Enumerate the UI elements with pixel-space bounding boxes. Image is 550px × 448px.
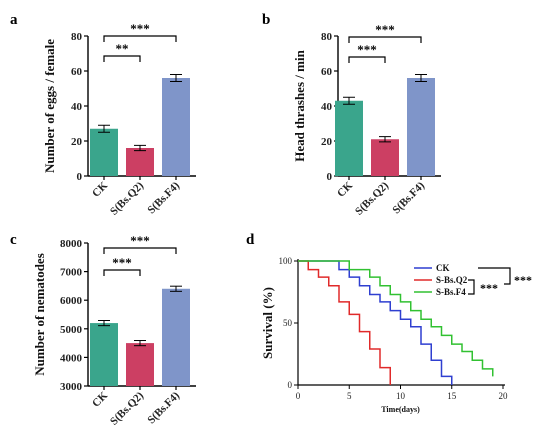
x-tick-label: S(Bs.Q2): [108, 179, 146, 217]
panel-d: d 0 50 100 0 5 10 15 20 Survival (%) Time(days) CK S…: [246, 232, 532, 414]
y-tick-label: 40: [321, 101, 333, 113]
y-tick-label: 8000: [60, 238, 83, 250]
significance-label: ***: [112, 255, 132, 270]
bar-3: [162, 288, 190, 386]
significance-label: ***: [130, 233, 150, 248]
y-tick-label: 0: [327, 171, 333, 183]
significance-label: ***: [514, 273, 532, 287]
significance-bracket: [348, 56, 386, 63]
legend-label: CK: [436, 263, 450, 273]
survival-curve-2: [298, 260, 391, 385]
x-tick-label: 5: [347, 391, 352, 401]
y-tick-label: 0: [77, 171, 83, 183]
significance-bracket: [103, 247, 177, 254]
significance-label: ***: [357, 42, 377, 57]
significance-bracket: [103, 269, 141, 276]
y-axis-label: Head thrashes / min: [292, 49, 307, 161]
x-tick-label: S(Bs.Q2): [108, 389, 146, 427]
y-axis-label: Number of nematodes: [32, 253, 47, 376]
x-tick-label: S(Bs.F4): [145, 179, 182, 216]
y-tick-label: 7000: [60, 267, 83, 279]
y-tick-label: 3000: [60, 381, 83, 393]
x-axis-label: Time(days): [381, 405, 420, 414]
x-tick-label: CK: [335, 179, 355, 199]
x-tick-label: 20: [499, 391, 509, 401]
bar-1: [90, 128, 118, 176]
y-tick-label: 100: [279, 256, 293, 266]
y-tick-label: 60: [71, 66, 83, 78]
x-tick-label: 0: [296, 391, 301, 401]
significance-bracket: [348, 36, 422, 43]
x-tick-label: 15: [447, 391, 457, 401]
y-tick-label: 50: [283, 318, 293, 328]
survival-curve-1: [298, 260, 453, 385]
significance-label: **: [116, 41, 129, 56]
y-tick-label: 40: [71, 101, 83, 113]
significance-bracket: [103, 35, 177, 42]
bar-2: [371, 139, 399, 176]
legend-label: S-Bs.F4: [436, 287, 466, 297]
bar-1: [335, 100, 363, 176]
y-tick-label: 20: [71, 136, 83, 148]
panel-c: c 3000 4000 5000 6000 7000 8000 Number of nemat…: [10, 232, 196, 428]
x-tick-label: 10: [396, 391, 406, 401]
legend-label: S-Bs.Q2: [436, 275, 468, 285]
bar-1: [90, 323, 118, 386]
survival-curve-3: [298, 260, 494, 377]
bar-3: [407, 78, 435, 176]
significance-label: ***: [130, 21, 150, 36]
panel-b: b 0 20 40 60 80 Head thrashes / min CKS(Bs.Q2) S…: [262, 12, 441, 218]
y-tick-label: 80: [321, 31, 333, 43]
y-tick-label: 0: [288, 380, 293, 390]
y-tick-label: 60: [321, 66, 333, 78]
panel-label: d: [246, 232, 255, 248]
x-tick-label: CK: [90, 179, 110, 199]
panel-label: b: [262, 12, 270, 28]
significance-bracket: [103, 55, 141, 62]
y-tick-label: 80: [71, 31, 83, 43]
significance-bracket: [468, 279, 475, 295]
bar-2: [126, 343, 154, 386]
significance-label: ***: [480, 281, 498, 295]
bar-2: [126, 148, 154, 176]
y-axis-label: Survival (%): [260, 287, 275, 359]
x-tick-label: S(Bs.F4): [390, 179, 427, 216]
y-tick-label: 6000: [60, 295, 83, 307]
significance-label: ***: [375, 22, 395, 37]
x-tick-label: CK: [90, 389, 110, 409]
y-axis-label: Number of eggs / female: [42, 39, 57, 173]
x-tick-label: S(Bs.Q2): [353, 179, 391, 217]
panel-label: c: [10, 232, 17, 248]
panel-label: a: [10, 12, 18, 28]
significance-bracket: [478, 267, 511, 285]
x-tick-label: S(Bs.F4): [145, 389, 182, 426]
y-tick-label: 5000: [60, 324, 83, 336]
y-tick-label: 20: [321, 136, 333, 148]
y-tick-label: 4000: [60, 352, 83, 364]
bar-3: [162, 78, 190, 176]
